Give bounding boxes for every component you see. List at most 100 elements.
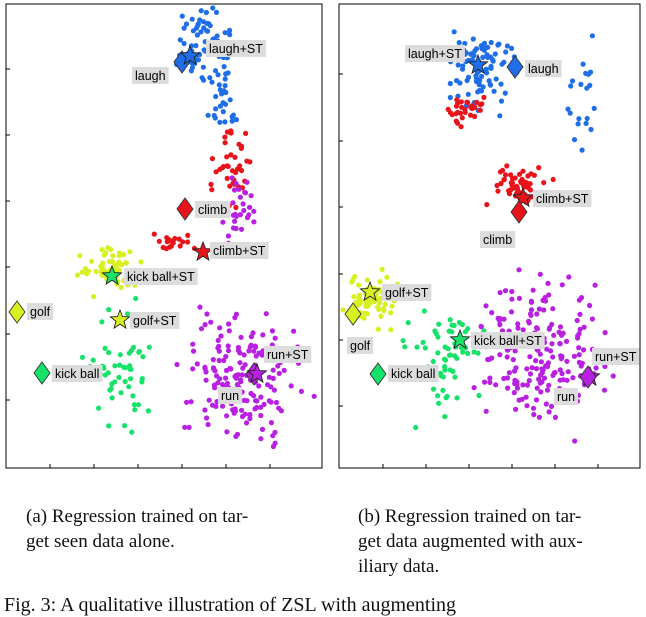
golf-point [361, 315, 367, 321]
run-point [559, 332, 565, 338]
run-point [551, 332, 557, 338]
golf-point [384, 274, 390, 280]
climb-point [467, 112, 474, 118]
run-point [258, 394, 264, 400]
laugh-point [491, 88, 497, 94]
run-point [247, 412, 253, 418]
panel-a-scatter: laugh+ST laugh climb climb+ST kick ball+ST go… [5, 3, 323, 469]
caption-b-line-3: iliary data. [358, 556, 440, 577]
label-laugh-st-background [405, 45, 465, 62]
kick-ball-point [430, 358, 436, 365]
kick-ball-point [96, 405, 102, 411]
kick-ball-point [102, 345, 108, 351]
run-point [198, 326, 205, 332]
climb-point [502, 172, 509, 178]
golf-point [121, 251, 127, 258]
run-point [233, 375, 239, 381]
climb-star-marker [512, 186, 534, 208]
run-point [541, 307, 547, 313]
kick-ball-point [436, 321, 442, 327]
golf-point [123, 260, 129, 266]
laugh-point [567, 110, 573, 116]
laugh-point [588, 126, 594, 133]
run-point [485, 356, 491, 363]
laugh-point [190, 28, 196, 34]
run-point [557, 377, 563, 383]
kick-ball-point [105, 370, 111, 376]
run-point [530, 287, 536, 293]
laugh-point [189, 16, 195, 22]
laugh-point [473, 75, 479, 81]
run-point [202, 322, 208, 328]
laugh-point [233, 117, 239, 123]
laugh-point [498, 81, 504, 87]
label-golf: golf [30, 305, 51, 319]
golf-point [98, 267, 105, 273]
label-golf-background [347, 337, 374, 354]
run-point [543, 401, 549, 407]
run-point [186, 424, 192, 430]
kick-ball-point [452, 353, 458, 359]
laugh-point [222, 119, 228, 125]
run-point [574, 317, 580, 324]
climb-point [525, 173, 531, 179]
run-point [269, 328, 275, 334]
label-climb-st: climb+ST [213, 244, 266, 258]
run-point [508, 309, 515, 315]
laugh-point [580, 61, 586, 67]
kick-ball-point [442, 344, 448, 350]
run-point [544, 346, 550, 352]
run-point [524, 403, 530, 409]
laugh-point [503, 49, 509, 55]
kick-ball-point [413, 424, 419, 431]
climb-point [219, 165, 225, 171]
label-golf-st: golf+ST [133, 314, 177, 328]
laugh-point [481, 45, 487, 51]
label-kick-ball-st-background [124, 268, 198, 285]
label-kick-ball-background [388, 365, 439, 382]
laugh-point [183, 21, 190, 27]
climb-point [520, 182, 527, 188]
golf-point [127, 249, 133, 255]
golf-point [351, 294, 357, 300]
climb-point [185, 232, 191, 238]
golf-point [377, 279, 383, 285]
label-climb: climb [198, 203, 227, 217]
run-point [546, 292, 552, 298]
laugh-point [583, 70, 589, 76]
laugh-point [468, 51, 474, 57]
run-point [190, 348, 197, 354]
climb-star-marker [192, 240, 214, 262]
run-point [516, 267, 522, 273]
run-point [231, 187, 238, 193]
climb-point [160, 244, 166, 251]
kick-ball-point [125, 311, 131, 317]
run-point [174, 361, 180, 368]
climb-point [481, 94, 487, 100]
kick-ball-point [450, 368, 456, 374]
climb-point [525, 185, 531, 191]
run-point [540, 297, 546, 303]
run-point [577, 326, 583, 332]
run-point [271, 387, 277, 393]
kick-ball-point [447, 317, 453, 323]
run-point [487, 379, 493, 385]
run-point [578, 363, 584, 369]
run-point [487, 375, 493, 381]
run-point [534, 311, 540, 317]
climb-point [514, 183, 520, 190]
golf-point [364, 311, 370, 317]
run-point [260, 332, 266, 338]
kick-ball-point [126, 384, 132, 390]
run-point [224, 380, 230, 387]
run-point [252, 343, 258, 349]
run-point [216, 348, 222, 354]
panel-b-labels: laugh+ST laugh climb+ST climb golf+ST golf kic… [347, 45, 640, 405]
kick-ball-point [462, 329, 468, 335]
run-point [203, 369, 209, 375]
laugh-star-marker [467, 53, 489, 75]
run-point [241, 207, 247, 214]
run-point [538, 359, 545, 365]
run-point [242, 362, 248, 368]
run-point [539, 379, 545, 385]
